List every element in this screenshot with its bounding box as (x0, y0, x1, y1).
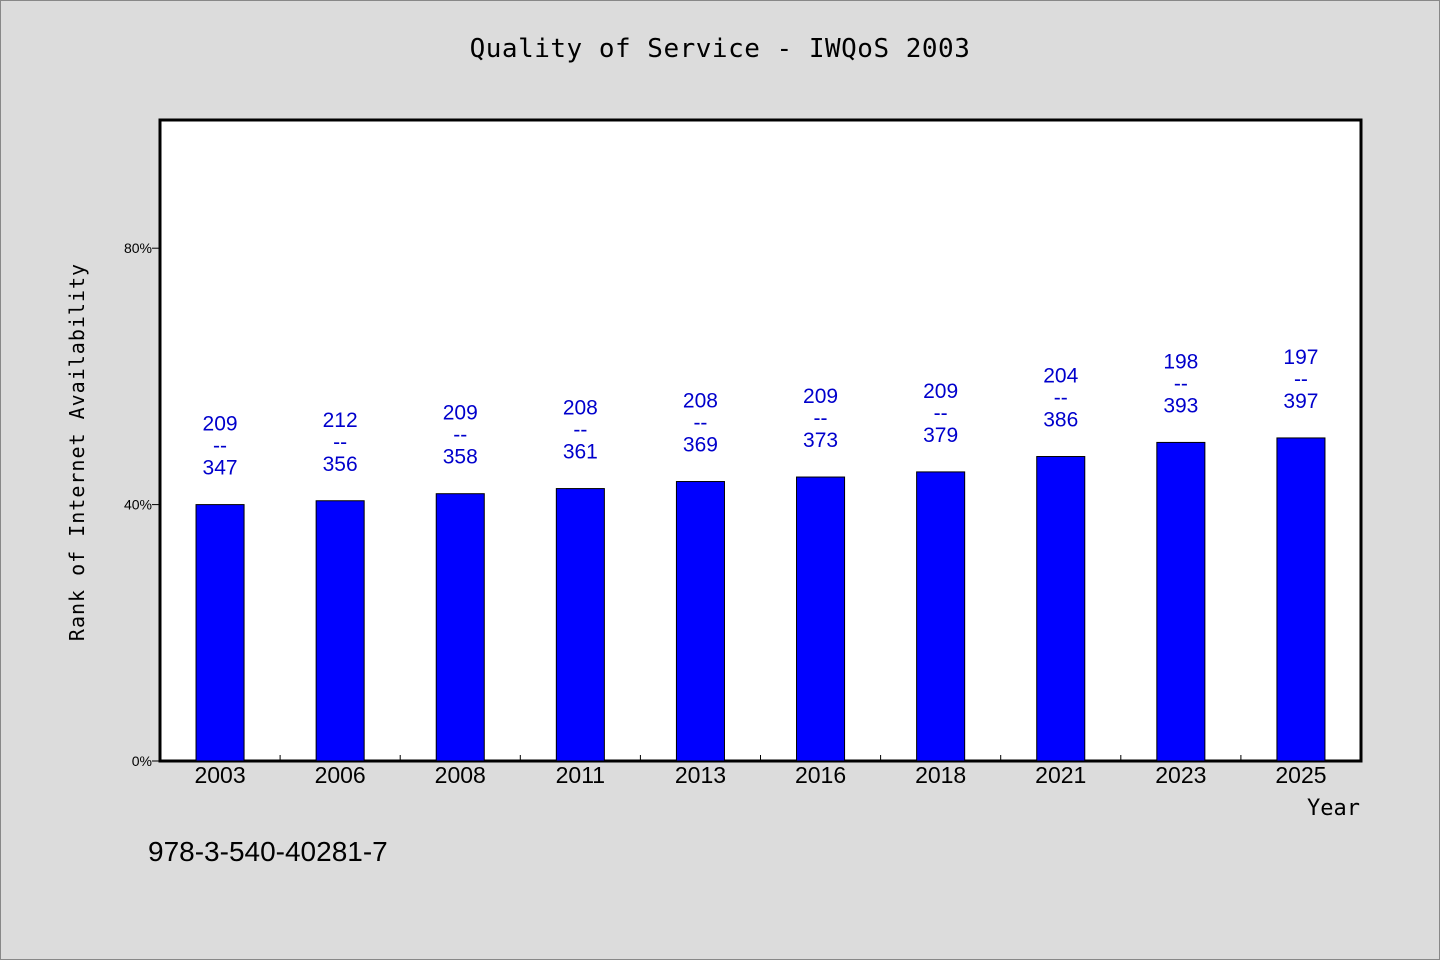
bar-2006 (315, 500, 365, 762)
data-label: 373 (803, 429, 838, 452)
data-label: -- (1054, 387, 1068, 410)
bar-2013 (675, 481, 725, 762)
bar-2011 (555, 488, 605, 762)
x-tick-label: 2023 (1155, 762, 1206, 788)
data-label: 209 (803, 385, 838, 408)
data-label: -- (934, 402, 948, 425)
x-tick-label: 2011 (556, 762, 605, 788)
x-tick-label: 2018 (915, 762, 966, 788)
data-label: 208 (563, 397, 598, 420)
data-label: 212 (323, 409, 358, 432)
data-label: 347 (203, 457, 238, 480)
data-label: 198 (1163, 350, 1198, 373)
data-label: 208 (683, 390, 718, 413)
bar-2016 (796, 476, 846, 762)
data-label: 209 (923, 380, 958, 403)
data-label: 361 (563, 441, 598, 464)
y-tick-label: 0% (132, 753, 152, 769)
y-tick-label: 80% (124, 240, 152, 256)
data-label: 397 (1283, 390, 1318, 413)
data-label: -- (1174, 372, 1188, 395)
data-label: -- (1294, 368, 1308, 391)
data-label: 209 (203, 413, 238, 436)
data-label: 386 (1043, 409, 1078, 432)
bar-2021 (1036, 456, 1086, 762)
data-label: 204 (1043, 365, 1078, 388)
data-label: 369 (683, 434, 718, 457)
data-label: -- (814, 407, 828, 430)
x-tick-label: 2021 (1035, 762, 1086, 788)
x-tick-label: 2003 (194, 762, 245, 788)
data-label: -- (693, 412, 707, 435)
data-label: 393 (1163, 394, 1198, 417)
data-label: 209 (443, 402, 478, 425)
bar-2003 (195, 504, 245, 762)
bar-2023 (1156, 441, 1206, 762)
data-label: -- (333, 431, 347, 454)
bar-2018 (916, 471, 966, 762)
data-label: -- (573, 419, 587, 442)
data-label: 197 (1283, 346, 1318, 369)
data-label: 356 (323, 453, 358, 476)
x-tick-label: 2016 (795, 762, 846, 788)
x-tick-label: 2013 (675, 762, 726, 788)
bar-2008 (435, 493, 485, 762)
isbn-text: 978-3-540-40281-7 (148, 836, 388, 867)
chart-title: Quality of Service - IWQoS 2003 (469, 34, 971, 64)
x-tick-label: 2025 (1275, 762, 1326, 788)
x-tick-label: 2006 (315, 762, 366, 788)
data-label: -- (213, 435, 227, 458)
data-label: -- (453, 424, 467, 447)
data-label: 379 (923, 424, 958, 447)
bar-2025 (1276, 437, 1326, 762)
x-axis-label: Year (1307, 796, 1360, 821)
x-tick-label: 2008 (435, 762, 486, 788)
data-label: 358 (443, 446, 478, 469)
y-tick-label: 40% (124, 497, 152, 513)
